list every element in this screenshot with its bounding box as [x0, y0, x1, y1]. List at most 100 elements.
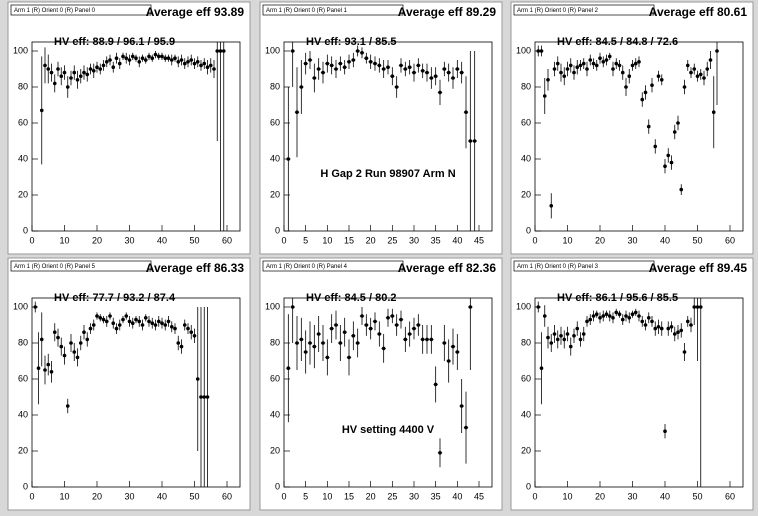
point [108, 314, 112, 318]
point [386, 65, 390, 69]
point [134, 56, 138, 60]
y-tick-label: 0 [23, 481, 28, 491]
point [451, 344, 455, 349]
point [555, 61, 560, 66]
plot-frame [534, 297, 744, 488]
point [163, 323, 168, 327]
point [192, 61, 197, 66]
point [568, 344, 573, 349]
point [468, 305, 473, 309]
point [416, 63, 421, 68]
point [334, 67, 338, 71]
point [91, 323, 96, 327]
x-tick-label: 50 [189, 235, 199, 245]
point [689, 323, 693, 327]
point [669, 160, 674, 165]
point [295, 110, 299, 114]
point [607, 314, 612, 318]
point [598, 316, 602, 320]
x-tick-label: 40 [157, 235, 167, 245]
point [124, 56, 129, 60]
point [72, 70, 77, 75]
average-eff: Average eff 93.89 [146, 5, 245, 19]
point [312, 344, 317, 349]
point [179, 344, 184, 349]
panel: Arm 1 (R) Orient 0 (R) Panel 2 Average ef… [510, 1, 754, 255]
point [150, 56, 155, 60]
y-tick-label: 60 [18, 373, 28, 383]
point [182, 323, 187, 327]
point [377, 332, 382, 336]
point [186, 60, 190, 64]
point [552, 332, 557, 336]
point [472, 139, 477, 143]
point [150, 321, 155, 325]
y-tick-label: 20 [18, 445, 28, 455]
average-eff: Average eff 86.33 [146, 261, 245, 275]
point [572, 70, 576, 75]
point [425, 70, 429, 75]
point [386, 316, 390, 320]
point [446, 70, 451, 75]
point [455, 350, 460, 354]
point [176, 60, 181, 64]
point [218, 49, 223, 53]
points [39, 42, 226, 231]
point [536, 49, 541, 53]
point [338, 61, 343, 66]
point [39, 108, 44, 113]
point [321, 341, 325, 345]
point [82, 330, 86, 334]
y-tick-label: 100 [516, 301, 531, 311]
point [682, 85, 687, 89]
x-tick-label: 20 [366, 491, 376, 501]
hv-eff: HV eff: 84.5 / 80.2 [306, 292, 397, 304]
y-tick-label: 80 [521, 337, 531, 347]
point [134, 317, 138, 322]
x-tick-label: 0 [29, 491, 34, 501]
point [594, 63, 599, 68]
x-tick-label: 0 [532, 491, 537, 501]
y-tick-label: 80 [18, 81, 28, 91]
title-box [10, 4, 152, 16]
point [338, 341, 343, 345]
point [137, 319, 142, 324]
x-tick-label: 50 [692, 491, 702, 501]
point [169, 325, 174, 329]
x-tick-label: 40 [660, 235, 670, 245]
y-tick-label: 40 [521, 153, 531, 163]
y-tick-label: 60 [270, 117, 280, 127]
point [342, 65, 347, 69]
point [588, 317, 593, 322]
hv-eff: HV eff: 77.7 / 93.2 / 87.4 [54, 292, 176, 304]
points [536, 42, 719, 219]
x-tick-label: 25 [387, 491, 397, 501]
y-tick-label: 0 [526, 481, 531, 491]
average-eff: Average eff 89.45 [649, 261, 748, 275]
point [65, 404, 70, 408]
point [555, 337, 560, 342]
point [85, 72, 90, 77]
point [104, 319, 109, 324]
points [536, 298, 703, 487]
point [442, 67, 447, 71]
point [451, 76, 455, 80]
point [169, 58, 174, 62]
point [666, 326, 671, 331]
point [546, 335, 550, 340]
point [666, 153, 671, 158]
y-tick-label: 40 [270, 153, 280, 163]
x-tick-label: 40 [452, 235, 462, 245]
point [101, 317, 106, 322]
y-tick-label: 0 [275, 225, 280, 235]
x-tick-label: 60 [725, 235, 735, 245]
x-tick-label: 30 [627, 491, 637, 501]
x-tick-label: 30 [124, 235, 134, 245]
point [679, 187, 684, 192]
point [412, 70, 416, 75]
x-tick-label: 0 [281, 491, 286, 501]
point [559, 334, 563, 338]
point [290, 305, 295, 309]
point [695, 305, 700, 309]
y-tick-label: 80 [18, 337, 28, 347]
